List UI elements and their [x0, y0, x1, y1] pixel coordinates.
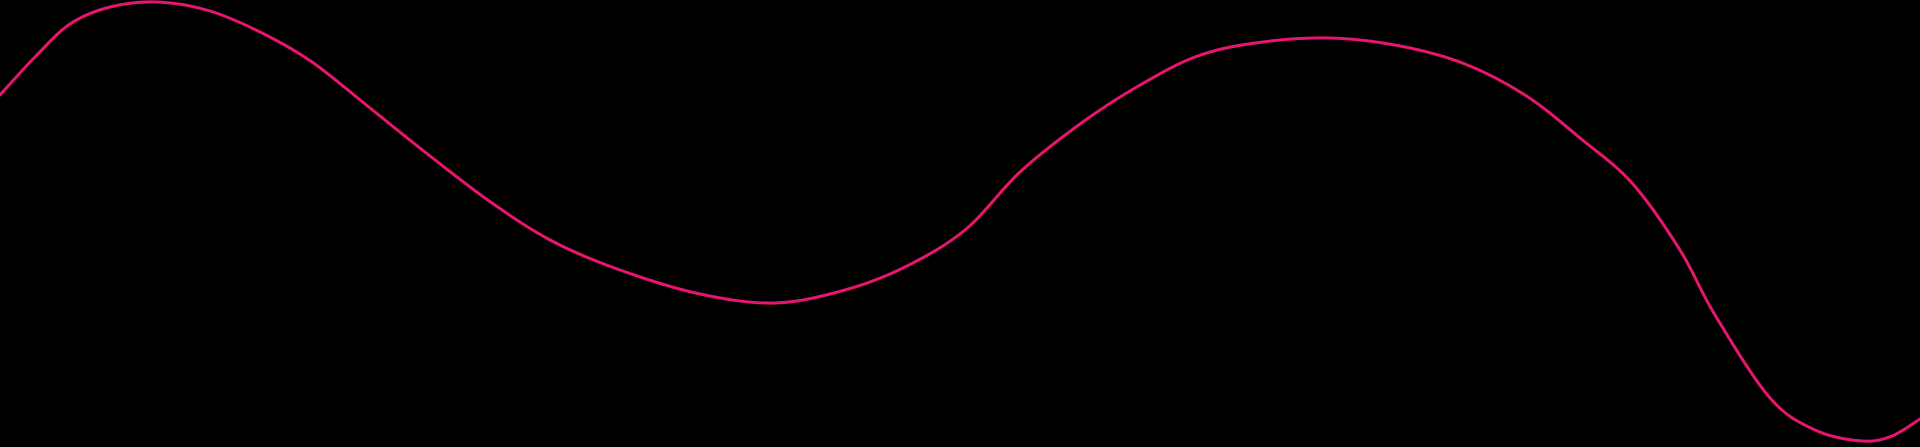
wave-line-chart-svg: [0, 0, 1920, 443]
wave-line-series-path: [0, 0, 1920, 443]
wave-chart-canvas: [0, 0, 1920, 443]
